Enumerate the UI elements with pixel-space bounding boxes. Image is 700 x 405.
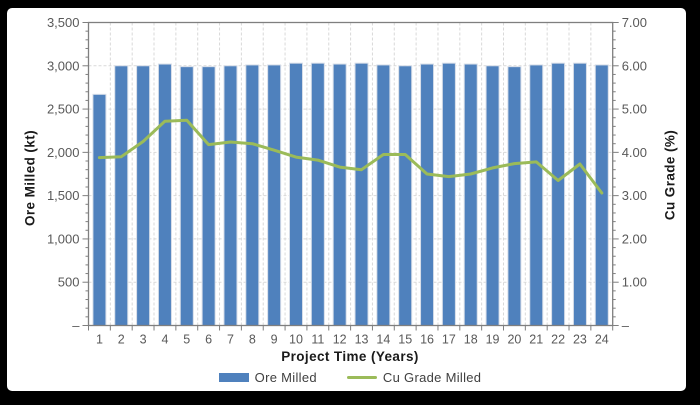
right-tick-label: 4.00 (622, 145, 647, 160)
left-tick-label: 1,500 (47, 188, 80, 203)
x-tick-label: 6 (205, 333, 212, 347)
bar-year-15 (398, 65, 413, 327)
right-tick-label: 1.00 (622, 275, 647, 290)
bar-year-16 (420, 63, 435, 326)
x-tick-label: 8 (249, 333, 256, 347)
legend-label: Ore Milled (254, 370, 317, 385)
right-tick-label: 6.00 (622, 58, 647, 73)
bar-year-21 (529, 64, 544, 326)
legend-label: Cu Grade Milled (382, 370, 482, 385)
x-axis-title: Project Time (Years) (281, 349, 419, 364)
x-tick-label: 17 (442, 333, 456, 347)
x-tick-label: 5 (183, 333, 190, 347)
bar-year-14 (376, 64, 391, 326)
combo-chart-plot: – 500 1,000 1,500 2,000 2,500 3,000 3,500 – 1.00 2… (47, 15, 647, 347)
x-tick-label: 19 (486, 333, 500, 347)
x-tick-label: 21 (529, 333, 543, 347)
x-tick-label: 3 (140, 333, 147, 347)
legend-item-cu-grade: Cu Grade Milled (346, 370, 482, 385)
x-tick-label: 16 (420, 333, 434, 347)
bar-year-20 (507, 66, 522, 326)
x-tick-label: 11 (311, 333, 324, 347)
left-tick-label: – (72, 318, 80, 333)
x-tick-label: 2 (118, 333, 125, 347)
bar-swatch-icon (218, 373, 249, 382)
bar-year-12 (332, 63, 347, 326)
left-tick-label: 3,000 (47, 58, 80, 73)
x-tick-label: 24 (595, 333, 609, 347)
left-tick-label: 500 (58, 275, 80, 290)
x-tick-label: 18 (464, 333, 478, 347)
right-tick-label: 7.00 (622, 15, 647, 30)
bar-year-3 (136, 65, 151, 327)
right-axis-title: Cu Grade (%) (662, 129, 678, 221)
bar-year-18 (463, 63, 478, 326)
left-tick-label: 3,500 (47, 15, 80, 30)
bar-year-17 (441, 62, 456, 327)
bar-year-9 (267, 64, 282, 326)
bar-year-13 (354, 62, 369, 327)
x-tick-label: 7 (227, 333, 234, 347)
bar-year-22 (551, 62, 566, 327)
chart-panel: – 500 1,000 1,500 2,000 2,500 3,000 3,500 – 1.00 2… (7, 8, 686, 391)
bar-year-6 (201, 66, 216, 326)
x-tick-label: 4 (161, 333, 168, 347)
x-tick-label: 12 (333, 333, 347, 347)
x-tick-label: 23 (573, 333, 587, 347)
left-tick-label: 2,500 (47, 102, 80, 117)
bar-year-7 (223, 65, 238, 327)
bar-year-2 (114, 65, 129, 327)
bar-year-11 (310, 62, 325, 327)
x-tick-label: 9 (271, 333, 278, 347)
bar-year-8 (245, 64, 260, 326)
left-tick-label: 2,000 (47, 145, 80, 160)
left-tick-label: 1,000 (47, 231, 80, 246)
x-tick-label: 13 (355, 333, 369, 347)
x-tick-label: 22 (551, 333, 565, 347)
bar-year-19 (485, 65, 500, 327)
right-tick-label: – (622, 318, 630, 333)
x-tick-label: 1 (96, 333, 103, 347)
bar-year-10 (288, 62, 303, 327)
bar-year-1 (92, 93, 107, 327)
x-tick-label: 14 (376, 333, 390, 347)
line-swatch-icon (346, 375, 377, 380)
bar-year-5 (179, 66, 194, 326)
bar-year-23 (572, 62, 587, 327)
left-axis-title: Ore Milled (kt) (22, 129, 38, 227)
cu-grade-line (97, 118, 604, 195)
bar-year-4 (157, 63, 172, 326)
x-tick-label: 15 (398, 333, 412, 347)
x-tick-label: 20 (507, 333, 521, 347)
right-tick-label: 3.00 (622, 188, 647, 203)
legend-item-ore-milled: Ore Milled (218, 370, 317, 385)
bar-year-24 (594, 64, 609, 326)
right-tick-label: 5.00 (622, 102, 647, 117)
right-tick-label: 2.00 (622, 231, 647, 246)
legend: Ore Milled Cu Grade Milled (88, 370, 612, 385)
x-tick-label: 10 (289, 333, 303, 347)
